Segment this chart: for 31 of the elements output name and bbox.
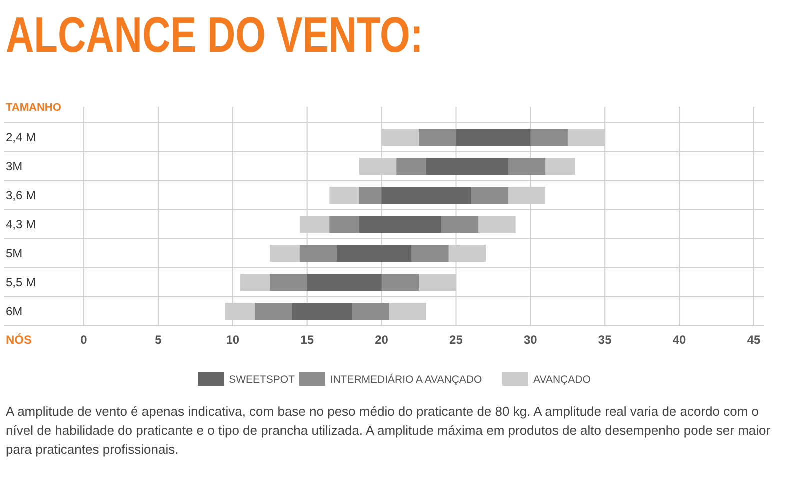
x-tick-label: 10 [226,333,240,347]
bar [426,158,508,175]
x-tick-label: 35 [598,333,612,347]
x-tick-label: 5 [155,333,162,347]
x-tick-label: 15 [300,333,314,347]
x-tick-label: 45 [747,333,761,347]
y-tick-label: 3M [6,160,23,174]
x-tick-label: 0 [80,333,88,347]
chart-title: ALCANCE DO VENTO: [6,6,424,64]
bar [337,245,412,262]
legend-label: SWEETSPOT [229,374,296,386]
bar [292,303,352,320]
bar [456,129,531,146]
legend-label: INTERMEDIÁRIO A AVANÇADO [330,373,482,386]
x-axis-title: NÓS [6,333,32,347]
y-axis-title: TAMANHO [6,102,62,114]
x-tick-label: 40 [672,333,687,347]
bar [307,274,382,291]
y-tick-label: 3,6 M [6,188,36,202]
legend-label: AVANÇADO [534,374,591,386]
y-tick-label: 4,3 M [6,218,36,232]
y-tick-label: 6M [6,304,23,318]
x-tick-label: 30 [524,333,538,347]
text: A amplitude de vento é apenas indicativa, com base no peso médio do praticante de 80 kg. A amplitude real varia de acordo com o nível de habilidade do praticante e o tipo de prancha utilizada. A amplitude máxima em produtos de alto desempenho pode ser maior para praticantes profissionais. [6,403,772,459]
x-tick-label: 25 [450,333,464,347]
bar [382,187,472,204]
y-tick-label: 2,4 M [6,130,36,144]
y-tick-label: 5,5 M [6,276,36,290]
y-tick-label: 5M [6,246,23,260]
x-tick-label: 20 [375,333,389,347]
bar [359,216,442,233]
